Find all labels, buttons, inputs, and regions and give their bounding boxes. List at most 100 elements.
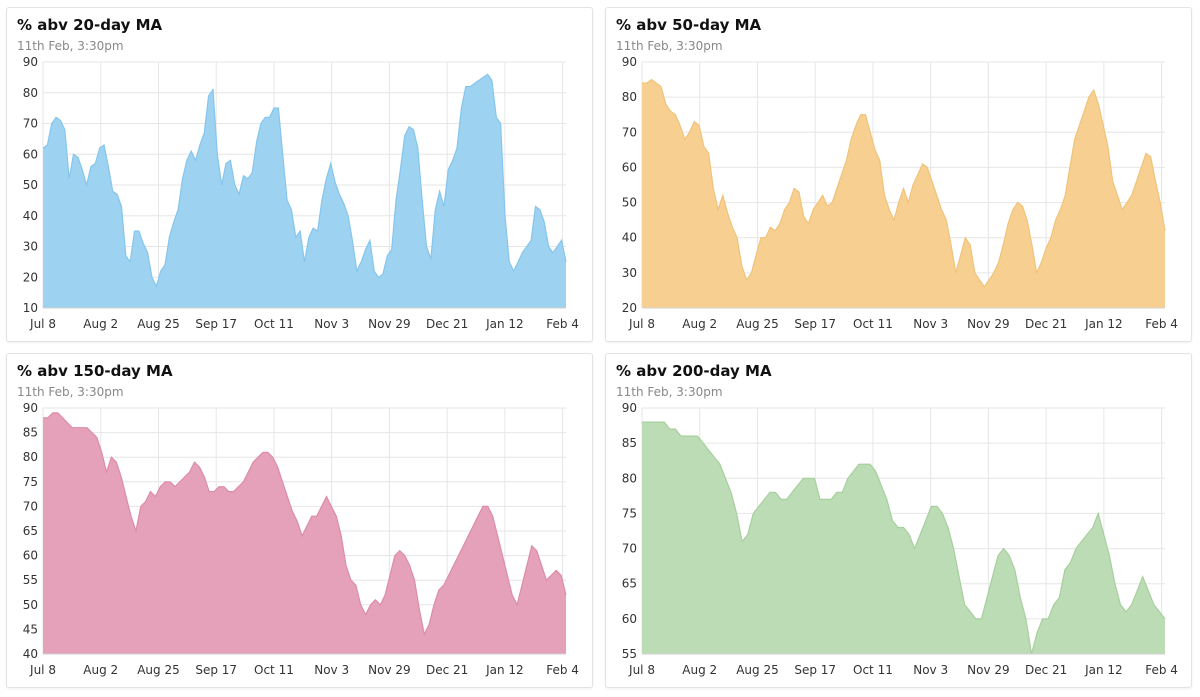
x-tick-label: Nov 29 [368, 317, 411, 331]
x-tick-label: Sep 17 [195, 317, 237, 331]
y-tick-label: 60 [622, 612, 637, 626]
x-tick-label: Aug 2 [83, 663, 118, 677]
x-tick-label: Aug 25 [137, 317, 180, 331]
chart-title: % abv 200-day MA [616, 362, 772, 380]
x-tick-label: Jul 8 [628, 663, 655, 677]
y-tick-label: 85 [622, 436, 637, 450]
chart-card-50day: % abv 50-day MA 11th Feb, 3:30pm 20 30 40 5… [605, 7, 1192, 342]
x-tick-label: Feb 4 [546, 317, 579, 331]
y-tick-label: 40 [622, 231, 637, 245]
area-chart: 40 45 50 55 60 65 70 75 80 85 90 Jul 8 Aug 2 Aug 25 Se… [23, 401, 579, 677]
area-chart: 10 20 30 40 50 60 70 80 90 Jul 8 Aug 2 Aug 25 Sep 17… [23, 55, 579, 331]
y-tick-label: 70 [622, 125, 637, 139]
x-tick-label: Nov 29 [967, 317, 1010, 331]
y-tick-label: 65 [622, 577, 637, 591]
x-tick-label: Feb 4 [546, 663, 579, 677]
x-tick-label: Feb 4 [1145, 317, 1178, 331]
series-line [42, 73, 567, 289]
series-line [642, 421, 1166, 655]
y-tick-label: 40 [23, 647, 38, 661]
x-tick-label: Oct 11 [853, 663, 893, 677]
chart-subtitle: 11th Feb, 3:30pm [616, 39, 723, 53]
y-tick-label: 60 [23, 147, 38, 161]
x-tick-label: Aug 25 [736, 317, 779, 331]
chart-card-20day: % abv 20-day MA 11th Feb, 3:30pm 10 20 30 4… [6, 7, 593, 342]
x-tick-label: Jul 8 [29, 317, 56, 331]
x-tick-label: Oct 11 [254, 663, 294, 677]
y-tick-label: 80 [622, 90, 637, 104]
y-tick-label: 70 [23, 499, 38, 513]
x-tick-label: Dec 21 [1025, 317, 1067, 331]
x-tick-label: Aug 2 [83, 317, 118, 331]
x-tick-label: Sep 17 [794, 317, 836, 331]
y-tick-label: 50 [23, 178, 38, 192]
y-tick-label: 50 [622, 196, 637, 210]
y-tick-label: 55 [23, 573, 38, 587]
y-tick-label: 70 [622, 542, 637, 556]
y-tick-label: 70 [23, 117, 38, 131]
y-tick-label: 55 [622, 647, 637, 661]
area-fill [642, 79, 1165, 308]
y-tick-label: 75 [622, 506, 637, 520]
x-tick-label: Oct 11 [853, 317, 893, 331]
chart-card-150day: % abv 150-day MA 11th Feb, 3:30pm 40 45 50… [6, 353, 593, 688]
area-chart: 55 60 65 70 75 80 85 90 Jul 8 Aug 2 Aug 25 Sep 17 Oc… [622, 401, 1178, 677]
series-line [43, 412, 567, 637]
y-tick-label: 90 [23, 55, 38, 69]
chart-card-200day: % abv 200-day MA 11th Feb, 3:30pm 55 60 65… [605, 353, 1192, 688]
x-tick-label: Jan 12 [1084, 663, 1123, 677]
x-tick-label: Sep 17 [794, 663, 836, 677]
y-tick-label: 85 [23, 426, 38, 440]
x-tick-label: Jul 8 [29, 663, 56, 677]
y-tick-label: 90 [622, 55, 637, 69]
y-tick-label: 30 [622, 266, 637, 280]
x-tick-label: Oct 11 [254, 317, 294, 331]
y-tick-label: 45 [23, 622, 38, 636]
y-tick-label: 60 [622, 160, 637, 174]
y-tick-label: 20 [23, 270, 38, 284]
area-fill [642, 422, 1165, 654]
y-tick-label: 80 [23, 86, 38, 100]
y-tick-label: 90 [622, 401, 637, 415]
y-tick-label: 30 [23, 240, 38, 254]
y-tick-label: 75 [23, 475, 38, 489]
area-chart: 20 30 40 50 60 70 80 90 Jul 8 Aug 2 Aug 25 Sep 17 Oc… [622, 55, 1178, 331]
y-tick-label: 60 [23, 549, 38, 563]
x-tick-label: Aug 25 [137, 663, 180, 677]
x-tick-label: Aug 2 [682, 317, 717, 331]
x-tick-label: Dec 21 [426, 663, 468, 677]
y-tick-label: 80 [622, 471, 637, 485]
x-tick-label: Feb 4 [1145, 663, 1178, 677]
chart-subtitle: 11th Feb, 3:30pm [17, 385, 124, 399]
y-tick-label: 80 [23, 450, 38, 464]
chart-title: % abv 150-day MA [17, 362, 173, 380]
x-tick-label: Sep 17 [195, 663, 237, 677]
x-tick-label: Nov 29 [967, 663, 1010, 677]
y-tick-label: 10 [23, 301, 38, 315]
chart-title: % abv 20-day MA [17, 16, 163, 34]
y-tick-label: 20 [622, 301, 637, 315]
series-line [642, 78, 1166, 288]
x-tick-label: Dec 21 [1025, 663, 1067, 677]
y-tick-label: 90 [23, 401, 38, 415]
x-tick-label: Jan 12 [1084, 317, 1123, 331]
x-tick-label: Jan 12 [485, 663, 524, 677]
chart-title: % abv 50-day MA [616, 16, 762, 34]
area-fill [43, 412, 566, 654]
x-tick-label: Aug 25 [736, 663, 779, 677]
chart-subtitle: 11th Feb, 3:30pm [616, 385, 723, 399]
y-tick-label: 50 [23, 598, 38, 612]
x-tick-label: Aug 2 [682, 663, 717, 677]
x-tick-label: Nov 29 [368, 663, 411, 677]
x-tick-label: Nov 3 [913, 317, 948, 331]
x-tick-label: Nov 3 [314, 317, 349, 331]
area-fill [43, 74, 566, 308]
x-tick-label: Nov 3 [913, 663, 948, 677]
x-tick-label: Jul 8 [628, 317, 655, 331]
chart-subtitle: 11th Feb, 3:30pm [17, 39, 124, 53]
y-tick-label: 65 [23, 524, 38, 538]
x-tick-label: Nov 3 [314, 663, 349, 677]
y-tick-label: 40 [23, 209, 38, 223]
x-tick-label: Dec 21 [426, 317, 468, 331]
x-tick-label: Jan 12 [485, 317, 524, 331]
